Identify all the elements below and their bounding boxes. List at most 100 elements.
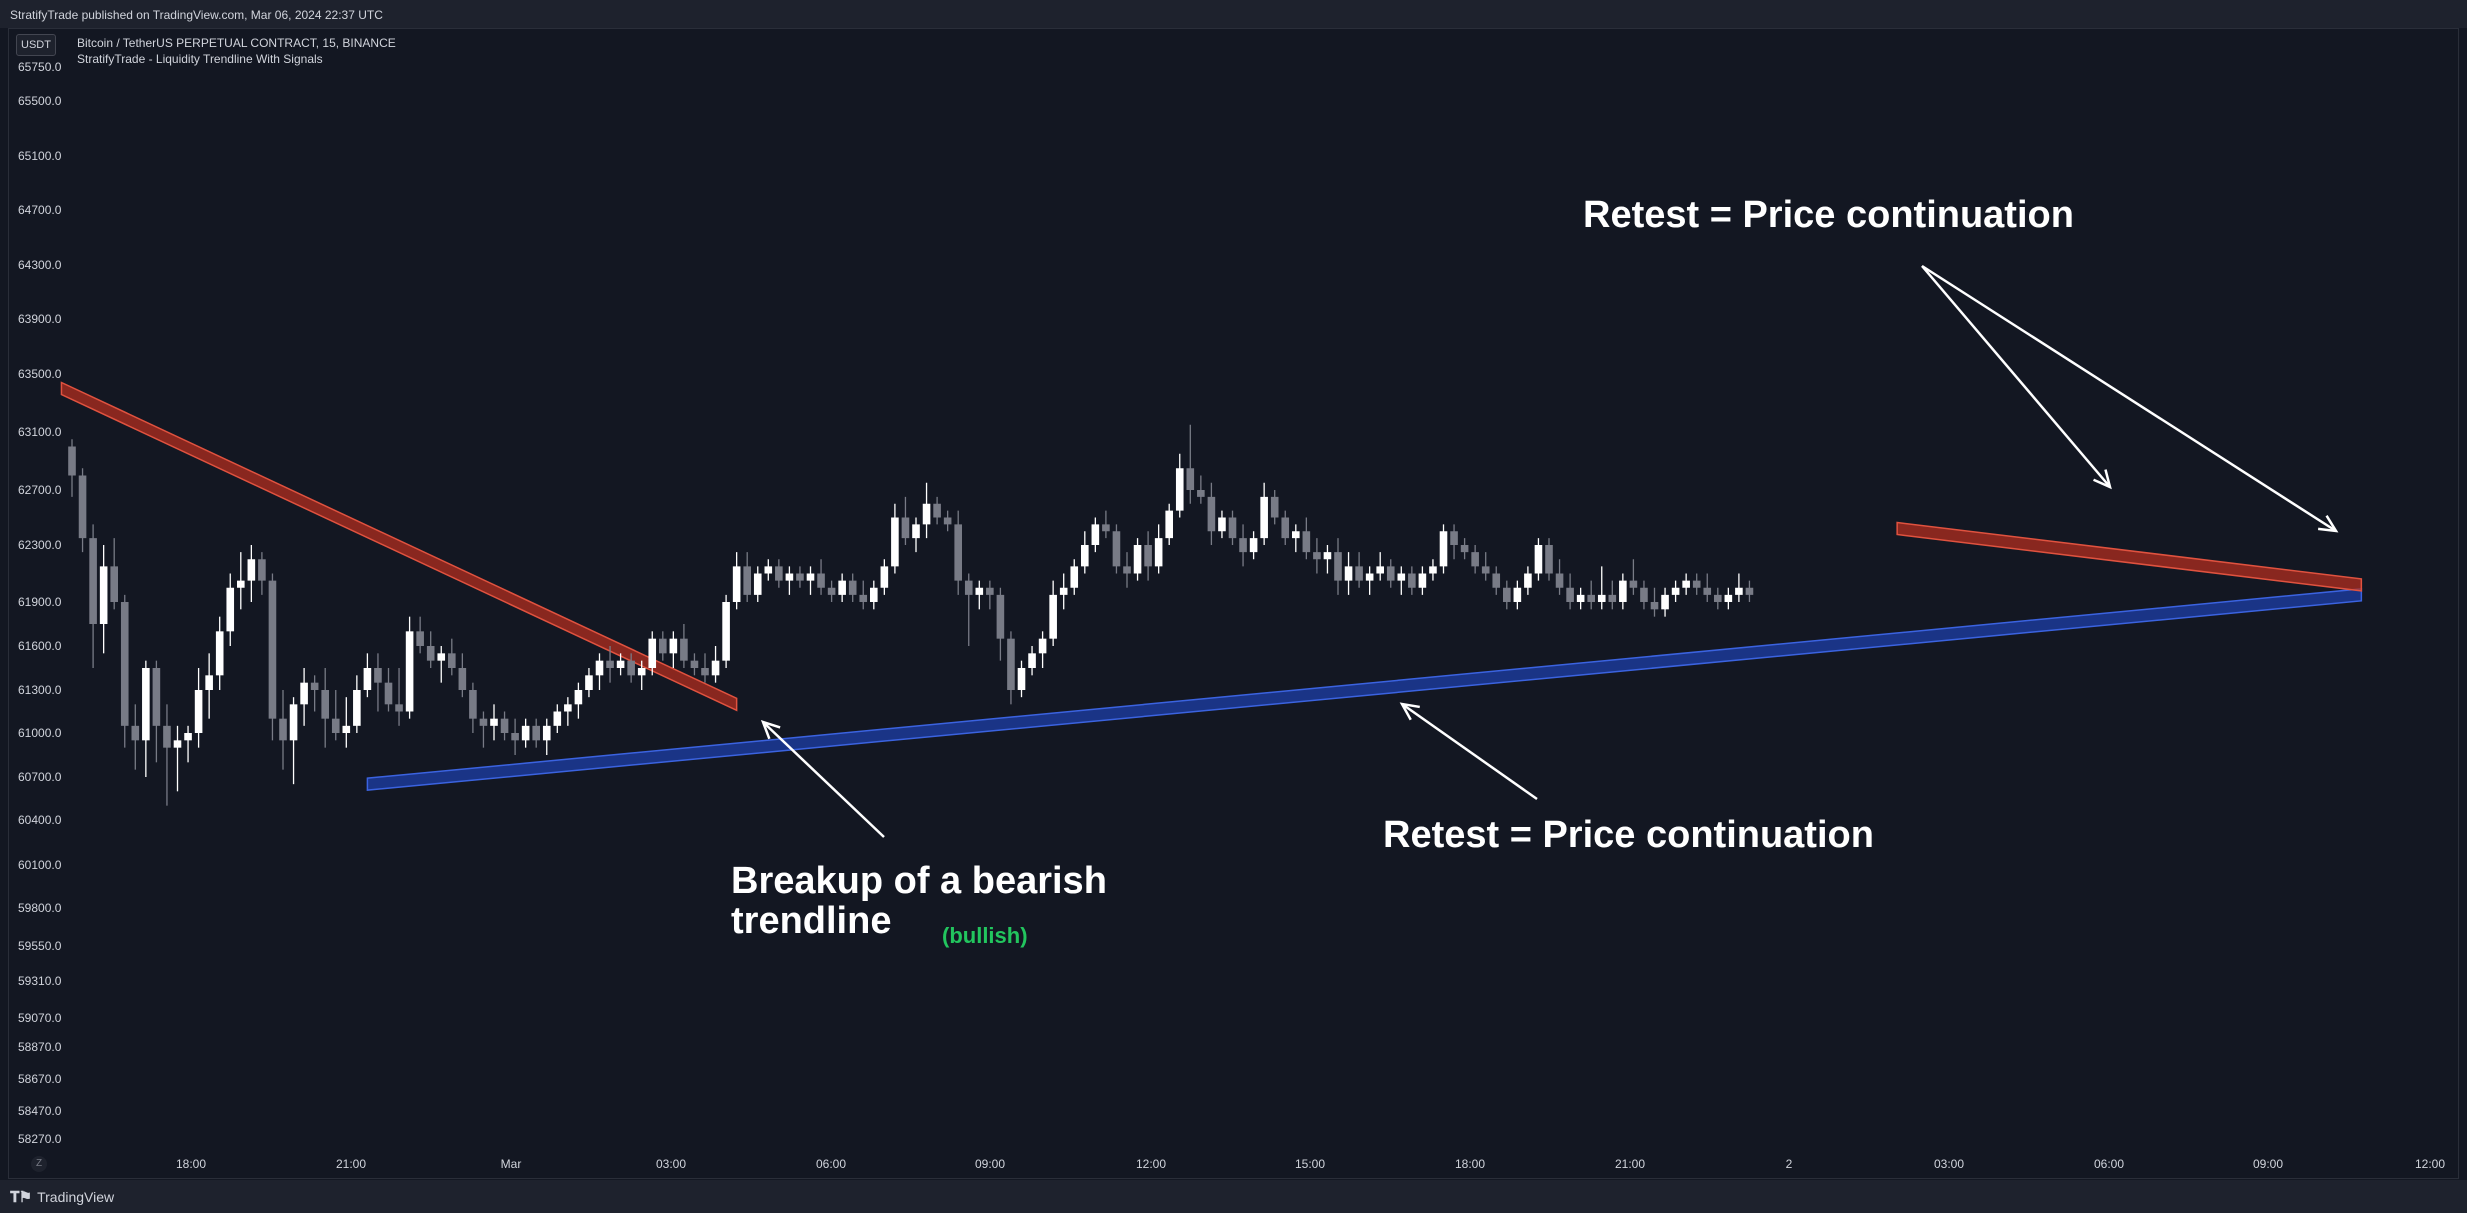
candle-body	[1218, 517, 1226, 532]
candle-body	[1619, 580, 1627, 602]
candle-body	[384, 682, 393, 705]
y-tick-label: 58670.0	[18, 1072, 62, 1086]
candle-body	[1534, 545, 1543, 574]
candle-body	[395, 704, 403, 712]
candle-body	[1376, 566, 1384, 574]
candle-body	[1249, 538, 1258, 553]
scale-z-button[interactable]: Z	[31, 1156, 47, 1172]
x-tick-label: 21:00	[336, 1157, 366, 1171]
symbol-info: Bitcoin / TetherUS PERPETUAL CONTRACT, 1…	[77, 35, 396, 67]
bullish-trendline	[366, 588, 2363, 791]
candle-body	[1260, 496, 1268, 539]
indicator-name[interactable]: StratifyTrade - Liquidity Trendline With…	[77, 52, 323, 66]
candle-body	[1313, 552, 1321, 560]
annotation-bullish: (bullish)	[942, 923, 1028, 948]
candle-body	[1344, 566, 1353, 581]
candle-body	[163, 725, 171, 748]
tradingview-logo[interactable]: 𝐓⚑ TradingView	[10, 1188, 114, 1206]
candle-body	[542, 725, 551, 741]
candle-body	[1355, 566, 1363, 581]
candle-body	[722, 602, 730, 661]
bearish-trendline-2	[1896, 521, 2363, 592]
y-tick-label: 58470.0	[18, 1104, 62, 1118]
x-tick-label: Mar	[501, 1157, 522, 1171]
top-bar: StratifyTrade published on TradingView.c…	[0, 0, 2467, 28]
candle-body	[943, 517, 952, 525]
y-tick-label: 59550.0	[18, 939, 62, 953]
candle-body	[595, 660, 604, 676]
candle-body	[490, 718, 498, 726]
candle-body	[1555, 573, 1564, 588]
candle-body	[194, 690, 203, 733]
candle-body	[659, 638, 667, 654]
candle-body	[711, 660, 720, 676]
candle-body	[1735, 587, 1743, 595]
candle-body	[901, 517, 910, 539]
chart-frame[interactable]	[8, 28, 2459, 1179]
candle-body	[1281, 517, 1290, 539]
candle-body	[606, 660, 614, 668]
x-tick-label: 09:00	[2253, 1157, 2283, 1171]
x-tick-label: 12:00	[1136, 1157, 1166, 1171]
x-tick-label: 06:00	[2094, 1157, 2124, 1171]
candle-body	[1186, 468, 1195, 490]
candle-body	[1302, 531, 1311, 553]
candle-body	[1386, 566, 1395, 581]
candle-body	[1640, 587, 1648, 602]
y-tick-label: 59800.0	[18, 901, 62, 915]
candle-body	[1471, 552, 1479, 567]
candle-body	[616, 660, 625, 668]
candle-body	[1228, 517, 1237, 539]
candle-body	[574, 690, 583, 705]
candle-body	[1650, 602, 1659, 610]
candle-body	[247, 559, 256, 581]
y-tick-label: 61000.0	[18, 726, 62, 740]
arrow-breakup	[762, 721, 885, 838]
candle-body	[1629, 580, 1638, 588]
annotation-breakup-line1: Breakup of a bearish	[731, 860, 1107, 902]
candle-body	[469, 690, 477, 719]
arrow-retest-top-1-head	[2093, 469, 2112, 490]
candle-body	[796, 573, 804, 581]
candle-body	[1460, 545, 1469, 553]
candle-body	[1292, 531, 1300, 539]
candle-body	[448, 653, 456, 668]
candle-body	[1070, 566, 1079, 588]
y-tick-label: 60700.0	[18, 770, 62, 784]
bottom-bar	[0, 1180, 2467, 1213]
candle-body	[331, 718, 340, 733]
y-tick-label: 61300.0	[18, 683, 62, 697]
candle-body	[89, 538, 97, 624]
candle-body	[405, 631, 414, 712]
candle-body	[648, 638, 657, 668]
arrow-retest-top-2	[1921, 264, 2337, 533]
candle-body	[1123, 566, 1131, 574]
candle-body	[268, 580, 277, 719]
candle-body	[838, 580, 846, 595]
candle-body	[279, 718, 287, 741]
candle-body	[986, 587, 994, 595]
candle-body	[1017, 668, 1026, 690]
x-tick-label: 12:00	[2415, 1157, 2445, 1171]
candle-body	[532, 725, 540, 741]
candle-body	[374, 668, 382, 683]
candle-body	[680, 638, 688, 661]
candle-body	[1397, 573, 1406, 581]
x-tick-label: 09:00	[975, 1157, 1005, 1171]
candle-body	[806, 573, 815, 581]
candle-body	[880, 566, 889, 588]
candle-body	[237, 580, 245, 588]
y-tick-label: 62700.0	[18, 483, 62, 497]
candle-body	[1429, 566, 1437, 574]
candle-body	[933, 503, 941, 518]
candle-body	[1408, 573, 1416, 588]
y-tick-label: 59310.0	[18, 974, 62, 988]
candle-body	[521, 725, 530, 741]
candle-body	[859, 594, 868, 602]
candle-body	[68, 446, 76, 476]
candle-body	[1576, 594, 1585, 602]
candle-body	[1439, 531, 1448, 567]
candle-body	[205, 675, 213, 690]
currency-button[interactable]: USDT	[16, 34, 56, 56]
